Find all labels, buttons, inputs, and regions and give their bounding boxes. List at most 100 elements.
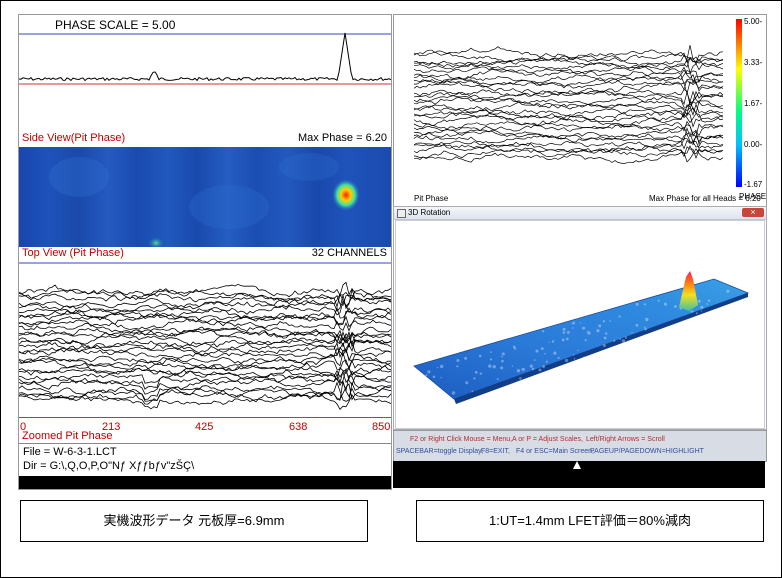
surface-speck [697, 299, 701, 303]
surface-speck [540, 347, 544, 350]
surface-speck [553, 351, 557, 355]
channel-trace [19, 327, 391, 344]
surface-speck [635, 323, 639, 327]
surface-speck [557, 356, 560, 359]
surface-speck [492, 365, 496, 369]
surface-speck [501, 355, 503, 358]
surface-speck [631, 331, 633, 334]
axis-tick-850: 850 [372, 421, 391, 433]
mouse-cursor-icon [573, 461, 581, 469]
colorbar-title: PHASE [739, 192, 767, 201]
surface-speck [566, 337, 569, 341]
head-trace [413, 107, 724, 123]
channel-trace [19, 292, 391, 306]
head-trace [413, 89, 724, 105]
surface-speck [695, 312, 698, 315]
surface-speck [643, 303, 646, 306]
surface-speck [634, 340, 637, 343]
channel-trace [19, 300, 391, 316]
colorbar-tick-167: 1.67- [744, 99, 763, 108]
head-trace [413, 66, 724, 84]
surface-plane [413, 278, 750, 400]
axis-tick-213: 213 [102, 421, 121, 433]
surface-speck [729, 304, 734, 308]
surface-speck [572, 321, 576, 325]
surface-speck [643, 334, 646, 337]
dir-line: Dir = G:\,Q,O,P,O"Nƒ Xƒƒbƒv"zŠÇ\ [23, 460, 195, 472]
surface-speck [521, 367, 525, 372]
max-phase-label: Max Phase = 6.20 [298, 132, 387, 144]
channel-trace [19, 332, 391, 353]
head-trace [413, 95, 724, 111]
surface-speck [587, 331, 591, 335]
surface-speck [464, 356, 468, 360]
channel-trace [19, 383, 391, 405]
channel-trace [19, 352, 391, 368]
channel-trace [19, 346, 391, 372]
rotation-title: 3D Rotation [408, 208, 451, 217]
surface-speck [595, 354, 598, 357]
channel-trace [19, 372, 391, 395]
surface-speck [440, 364, 444, 369]
surface-speck [561, 338, 565, 342]
surface-speck [598, 352, 601, 356]
channel-trace [19, 329, 391, 344]
help-spacebar: SPACEBAR=toggle Display, [396, 448, 484, 455]
surface-speck [706, 303, 709, 305]
head-trace [413, 91, 724, 108]
surface-speck [680, 328, 683, 331]
close-button[interactable]: × [742, 208, 764, 217]
surface-speck [500, 366, 504, 370]
surface-speck [562, 331, 566, 334]
surface-speck [624, 336, 627, 339]
surface-speck [573, 354, 575, 356]
head-trace [413, 139, 724, 150]
surface-speck [702, 321, 706, 325]
surface-speck [636, 341, 640, 345]
surface-speck [577, 349, 579, 352]
surface-speck [551, 340, 555, 343]
side-view-trace [19, 32, 391, 85]
channel-trace [19, 331, 391, 348]
head-trace [413, 58, 724, 75]
channel-trace [19, 306, 391, 321]
surface-speck [712, 317, 714, 320]
surface-speck [726, 289, 730, 293]
surface-speck [544, 352, 546, 355]
head-trace [413, 148, 724, 164]
surface-speck [619, 338, 622, 340]
surface-speck [584, 339, 587, 342]
surface-speck [706, 324, 708, 326]
surface-speck [572, 327, 574, 329]
surface-speck [579, 322, 582, 324]
surface-speck [644, 326, 646, 328]
zoomed-divider [19, 443, 391, 444]
surface-speck [603, 336, 607, 340]
surface-speck [548, 341, 550, 343]
surface-speck [700, 305, 704, 309]
surface-speck [598, 324, 602, 328]
channel-trace [19, 281, 391, 298]
surface-speck [605, 332, 608, 335]
colorbar-tick-neg167: -1.67 [744, 180, 763, 189]
surface-speck [582, 326, 586, 330]
help-menu: F2 or Right Click Mouse = Menu, [410, 436, 513, 443]
surface-speck [542, 365, 545, 369]
surface-speck [685, 319, 689, 323]
surface-speck [706, 315, 709, 318]
head-trace [413, 103, 724, 118]
surface-speck [566, 331, 570, 334]
head-trace [413, 123, 724, 137]
rotation-titlebar: 3D Rotation × [394, 207, 766, 220]
help-main-screen: F4 or ESC=Main Screen, [516, 448, 595, 455]
close-icon: × [750, 207, 756, 217]
right-caption: 1:UT=1.4mm LFET評価＝80%減肉 [416, 500, 764, 542]
side-view-heatmap [19, 147, 391, 247]
surface-speck [516, 369, 521, 373]
surface-speck [545, 360, 548, 363]
head-trace [413, 46, 724, 64]
all-heads-traces [413, 45, 724, 164]
pit-phase-label: Pit Phase [414, 194, 449, 203]
colorbar-tick-0: 0.00- [744, 140, 763, 149]
surface-speck [471, 390, 474, 393]
